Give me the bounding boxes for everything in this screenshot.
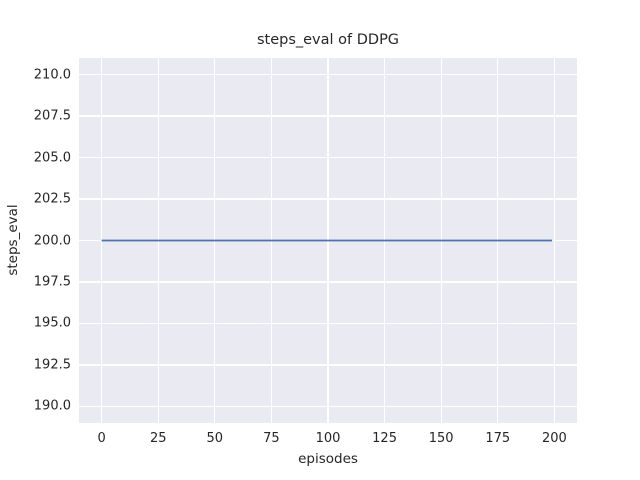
line-layer	[101, 239, 553, 242]
y-tick-label: 192.5	[33, 357, 71, 373]
x-tick-label: 100	[315, 431, 341, 446]
x-tick-label: 75	[263, 431, 280, 446]
gridline-vertical	[553, 58, 555, 423]
y-tick-label: 190.0	[33, 398, 71, 414]
x-tick-label: 150	[428, 431, 454, 446]
x-tick-label: 125	[372, 431, 397, 446]
y-tick-label: 205.0	[33, 150, 71, 166]
x-tick-label: 175	[485, 431, 511, 446]
y-tick-label: 200.0	[33, 233, 71, 248]
x-tick-label: 25	[149, 431, 167, 446]
x-tick-label: 0	[97, 431, 106, 446]
y-tick-label: 202.5	[33, 191, 71, 207]
y-tick-label: 195.0	[33, 315, 71, 331]
x-tick-label: 200	[541, 431, 567, 446]
y-tick-label: 197.5	[33, 274, 71, 290]
x-axis-label: episodes	[298, 451, 358, 467]
x-tick-label: 50	[206, 431, 224, 446]
y-tick-label: 210.0	[33, 67, 71, 83]
plot-area	[79, 58, 577, 423]
y-tick-label: 207.5	[33, 108, 71, 124]
chart-title: steps_eval of DDPG	[256, 32, 400, 48]
gridline-vertical	[101, 58, 103, 423]
